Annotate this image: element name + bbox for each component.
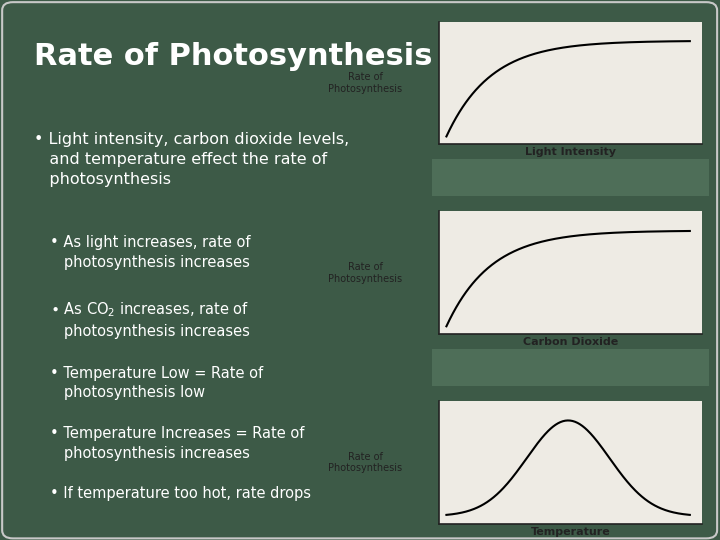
Text: $\bullet$ As CO$_2$ increases, rate of
   photosynthesis increases: $\bullet$ As CO$_2$ increases, rate of p… bbox=[50, 300, 250, 339]
X-axis label: Temperature: Temperature bbox=[531, 526, 611, 537]
X-axis label: Carbon Dioxide: Carbon Dioxide bbox=[523, 337, 618, 347]
Y-axis label: Rate of
Photosynthesis: Rate of Photosynthesis bbox=[328, 452, 402, 474]
Text: • Temperature Low = Rate of
   photosynthesis low: • Temperature Low = Rate of photosynthes… bbox=[50, 366, 264, 400]
Text: • If temperature too hot, rate drops: • If temperature too hot, rate drops bbox=[50, 486, 311, 501]
Text: Rate of Photosynthesis: Rate of Photosynthesis bbox=[34, 42, 432, 71]
Text: • As light increases, rate of
   photosynthesis increases: • As light increases, rate of photosynth… bbox=[50, 235, 251, 270]
Text: • Light intensity, carbon dioxide levels,
   and temperature effect the rate of
: • Light intensity, carbon dioxide levels… bbox=[34, 132, 349, 187]
Y-axis label: Rate of
Photosynthesis: Rate of Photosynthesis bbox=[328, 72, 402, 93]
Y-axis label: Rate of
Photosynthesis: Rate of Photosynthesis bbox=[328, 262, 402, 284]
X-axis label: Light Intensity: Light Intensity bbox=[525, 147, 616, 157]
Text: • Temperature Increases = Rate of
   photosynthesis increases: • Temperature Increases = Rate of photos… bbox=[50, 426, 305, 461]
